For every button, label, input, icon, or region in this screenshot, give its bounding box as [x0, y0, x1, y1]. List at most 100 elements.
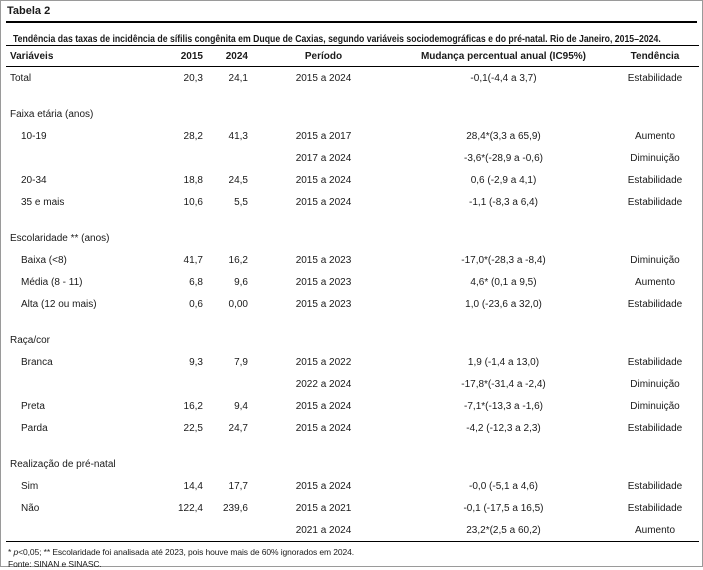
table-header-row: Variáveis 2015 2024 Período Mudança perc… [6, 45, 699, 67]
table-title: Tendência das taxas de incidência de síf… [6, 23, 697, 45]
period: 2015 a 2022 [295, 356, 352, 368]
col-header-periodo: Período [251, 45, 396, 67]
row-variable: 10-19 [21, 130, 47, 142]
table-row: 35 e mais 10,6 5,5 2015 a 2024 -1,1 (-8,3 a … [6, 191, 699, 213]
row-variable: Média (8 - 11) [21, 276, 83, 288]
rate-2024: 24,5 [228, 174, 248, 186]
annual-percent-change: 1,9 (-1,4 a 13,0) [467, 356, 540, 368]
rate-2015: 41,7 [183, 254, 203, 266]
section-label: Raça/cor [10, 334, 51, 346]
period: 2017 a 2024 [295, 152, 352, 164]
rate-2015: 0,6 [189, 298, 203, 310]
rate-2024: 5,5 [234, 196, 248, 208]
trend: Diminuição [630, 152, 680, 164]
section-row: Escolaridade ** (anos) [6, 227, 699, 249]
rate-2015: 9,3 [189, 356, 203, 368]
footnote-text: <0,05; ** Escolaridade foi analisada até… [18, 547, 355, 557]
row-variable: Total [10, 72, 32, 84]
annual-percent-change: -1,1 (-8,3 a 6,4) [469, 196, 538, 208]
rate-2015: 28,2 [183, 130, 203, 142]
trend: Aumento [634, 524, 676, 536]
spacer-cell [6, 213, 699, 227]
rate-2024 [206, 373, 251, 395]
table-row: Total 20,3 24,1 2015 a 2024 -0,1(-4,4 a 3,7)… [6, 67, 699, 90]
table-row: Branca 9,3 7,9 2015 a 2022 1,9 (-1,4 a 13,0)… [6, 351, 699, 373]
table-row: Média (8 - 11) 6,8 9,6 2015 a 2023 4,6* (0,1… [6, 271, 699, 293]
table-row: 2017 a 2024 -3,6*(-28,9 a -0,6) Diminuição [6, 147, 699, 169]
rate-2015: 22,5 [183, 422, 203, 434]
period: 2015 a 2017 [295, 130, 352, 142]
source-note: Fonte: SINAN e SINASC. [8, 559, 102, 569]
data-table: Variáveis 2015 2024 Período Mudança perc… [6, 45, 699, 542]
section-label: Realização de pré-natal [10, 458, 116, 470]
trend: Estabilidade [627, 422, 683, 434]
section-row: Realização de pré-natal [6, 453, 699, 475]
row-variable: 35 e mais [21, 196, 65, 208]
table-body: Total 20,3 24,1 2015 a 2024 -0,1(-4,4 a 3,7)… [6, 67, 699, 542]
rate-2015: 122,4 [177, 502, 203, 514]
row-variable: Alta (12 ou mais) [21, 298, 97, 310]
trend: Aumento [634, 130, 676, 142]
row-variable [6, 519, 166, 542]
spacer-cell [6, 315, 699, 329]
rate-2024: 17,7 [228, 480, 248, 492]
row-variable: Baixa (<8) [21, 254, 67, 266]
table-row: Baixa (<8) 41,7 16,2 2015 a 2023 -17,0*(-28,… [6, 249, 699, 271]
rate-2024: 16,2 [228, 254, 248, 266]
annual-percent-change: -0,1(-4,4 a 3,7) [470, 72, 537, 84]
annual-percent-change: 23,2*(2,5 a 60,2) [466, 524, 541, 536]
annual-percent-change: -0,0 (-5,1 a 4,6) [469, 480, 538, 492]
annual-percent-change: 4,6* (0,1 a 9,5) [470, 276, 537, 288]
spacer-row [6, 439, 699, 453]
trend: Diminuição [630, 378, 680, 390]
rate-2024 [206, 519, 251, 542]
rate-2024: 41,3 [228, 130, 248, 142]
table-title-text: Tendência das taxas de incidência de síf… [13, 34, 661, 45]
annual-percent-change: -17,8*(-31,4 a -2,4) [461, 378, 546, 390]
period: 2015 a 2024 [295, 72, 352, 84]
table-row: Parda 22,5 24,7 2015 a 2024 -4,2 (-12,3 a 2,… [6, 417, 699, 439]
rate-2015 [166, 147, 206, 169]
annual-percent-change: -3,6*(-28,9 a -0,6) [464, 152, 543, 164]
period: 2015 a 2024 [295, 480, 352, 492]
period: 2015 a 2023 [295, 276, 352, 288]
rate-2015: 14,4 [183, 480, 203, 492]
rate-2024: 0,00 [228, 298, 248, 310]
col-header-2015: 2015 [166, 45, 206, 67]
period: 2021 a 2024 [295, 524, 352, 536]
row-variable: Não [21, 502, 40, 514]
rate-2024: 24,1 [228, 72, 248, 84]
section-row: Raça/cor [6, 329, 699, 351]
trend: Diminuição [630, 254, 680, 266]
section-label: Faixa etária (anos) [10, 108, 94, 120]
trend: Estabilidade [627, 196, 683, 208]
footnote-prefix: * [8, 547, 14, 557]
col-header-mudanca: Mudança percentual anual (IC95%) [396, 45, 611, 67]
spacer-row [6, 213, 699, 227]
section-label: Escolaridade ** (anos) [10, 232, 110, 244]
rate-2015 [166, 519, 206, 542]
period: 2015 a 2024 [295, 400, 352, 412]
top-rule [6, 21, 697, 23]
table-row: 10-19 28,2 41,3 2015 a 2017 28,4*(3,3 a 65,9… [6, 125, 699, 147]
annual-percent-change: -17,0*(-28,3 a -8,4) [461, 254, 546, 266]
footnote-p-italic: p [13, 547, 19, 557]
col-header-variaveis: Variáveis [6, 45, 166, 67]
row-variable [6, 147, 166, 169]
period: 2015 a 2024 [295, 174, 352, 186]
rate-2015: 10,6 [183, 196, 203, 208]
rate-2024 [206, 147, 251, 169]
rate-2024: 24,7 [228, 422, 248, 434]
rate-2015: 6,8 [189, 276, 203, 288]
table-row: Não 122,4 239,6 2015 a 2021 -0,1 (-17,5 a 16… [6, 497, 699, 519]
rate-2024: 9,4 [234, 400, 248, 412]
col-header-2024: 2024 [206, 45, 251, 67]
rate-2015 [166, 373, 206, 395]
period: 2015 a 2024 [295, 196, 352, 208]
trend: Estabilidade [627, 174, 683, 186]
annual-percent-change: -4,2 (-12,3 a 2,3) [466, 422, 541, 434]
trend: Estabilidade [627, 356, 683, 368]
row-variable: Sim [21, 480, 39, 492]
rate-2024: 239,6 [222, 502, 248, 514]
